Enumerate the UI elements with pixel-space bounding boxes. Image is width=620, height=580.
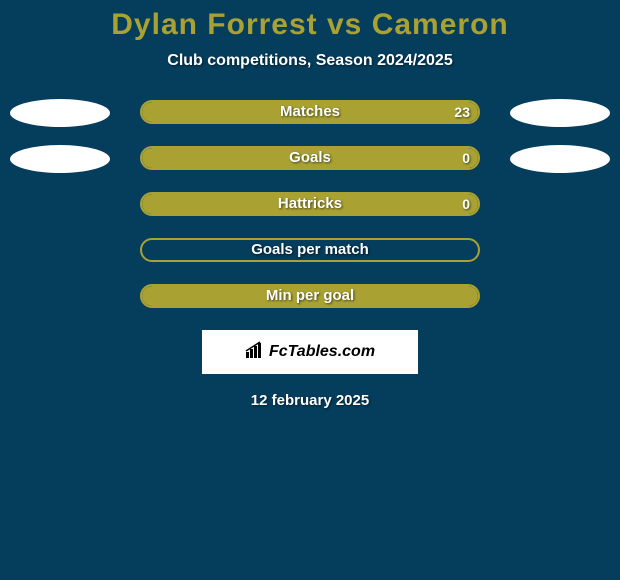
logo-label: FcTables.com <box>269 343 375 361</box>
stat-bar: Min per goal <box>140 284 480 308</box>
stat-bar: Goals0 <box>140 146 480 170</box>
stat-label: Matches <box>142 102 478 122</box>
stat-right-value: 0 <box>462 148 470 168</box>
stat-bar: Matches23 <box>140 100 480 124</box>
chart-icon <box>245 341 265 364</box>
stat-right-value: 0 <box>462 194 470 214</box>
stat-bar: Goals per match <box>140 238 480 262</box>
stat-row: Min per goal <box>0 284 620 310</box>
left-oval <box>10 99 110 127</box>
stats-list: Matches23Goals0Hattricks0Goals per match… <box>0 100 620 310</box>
page-title: Dylan Forrest vs Cameron <box>0 8 620 42</box>
date-text: 12 february 2025 <box>0 392 620 409</box>
stat-row: Goals per match <box>0 238 620 264</box>
right-oval <box>510 145 610 173</box>
stat-bar: Hattricks0 <box>140 192 480 216</box>
comparison-container: Dylan Forrest vs Cameron Club competitio… <box>0 0 620 409</box>
stat-row: Goals0 <box>0 146 620 172</box>
stat-row: Hattricks0 <box>0 192 620 218</box>
stat-right-value: 23 <box>454 102 470 122</box>
stat-row: Matches23 <box>0 100 620 126</box>
stat-label: Min per goal <box>142 286 478 306</box>
right-oval <box>510 99 610 127</box>
stat-label: Goals <box>142 148 478 168</box>
stat-label: Hattricks <box>142 194 478 214</box>
left-oval <box>10 145 110 173</box>
page-subtitle: Club competitions, Season 2024/2025 <box>0 52 620 70</box>
stat-label: Goals per match <box>142 240 478 260</box>
logo-text: FcTables.com <box>245 341 375 364</box>
logo-box: FcTables.com <box>202 330 418 374</box>
